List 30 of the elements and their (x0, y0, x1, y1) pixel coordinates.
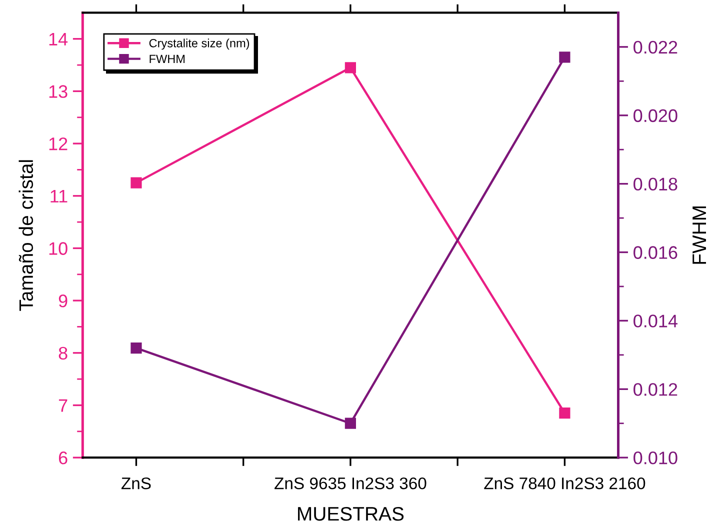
y2-axis-title: FWHM (692, 206, 706, 264)
y-tick-label: 7 (58, 399, 68, 412)
y2-tick-label: 0.012 (634, 383, 678, 396)
legend-label: FWHM (150, 54, 185, 63)
y-tick-label: 6 (58, 452, 68, 464)
y2-tick-label: 0.010 (634, 452, 678, 464)
y2-tick-label: 0.016 (634, 246, 678, 259)
y-tick-label: 10 (49, 242, 68, 255)
point (559, 52, 570, 63)
point (559, 408, 570, 419)
y-tick-label: 14 (49, 32, 68, 46)
y-tick-label: 11 (50, 190, 68, 202)
point (344, 418, 356, 429)
point (344, 62, 356, 74)
y-tick-label: 8 (58, 346, 68, 360)
y-tick-label: 12 (49, 137, 68, 150)
point (130, 177, 142, 188)
y2-tick-label: 0.020 (634, 109, 678, 122)
x-tick-label: ZnS (121, 477, 151, 490)
point (130, 342, 142, 354)
y2-tick-label: 0.018 (634, 178, 678, 191)
x-axis-title: MUESTRAS (298, 506, 404, 521)
x-tick-label: ZnS 7840 In2S3 2160 (484, 477, 646, 490)
y-tick-label: 9 (58, 294, 68, 308)
x-tick-label: ZnS 9635 In2S3 360 (274, 477, 426, 490)
y-tick-label: 13 (49, 85, 68, 98)
y2-tick-label: 0.014 (634, 314, 678, 328)
y2-tick-label: 0.022 (634, 40, 678, 54)
y-axis-title: Tamaño de cristal (18, 160, 34, 311)
legend-label: Crystalite size (nm) (149, 38, 250, 50)
